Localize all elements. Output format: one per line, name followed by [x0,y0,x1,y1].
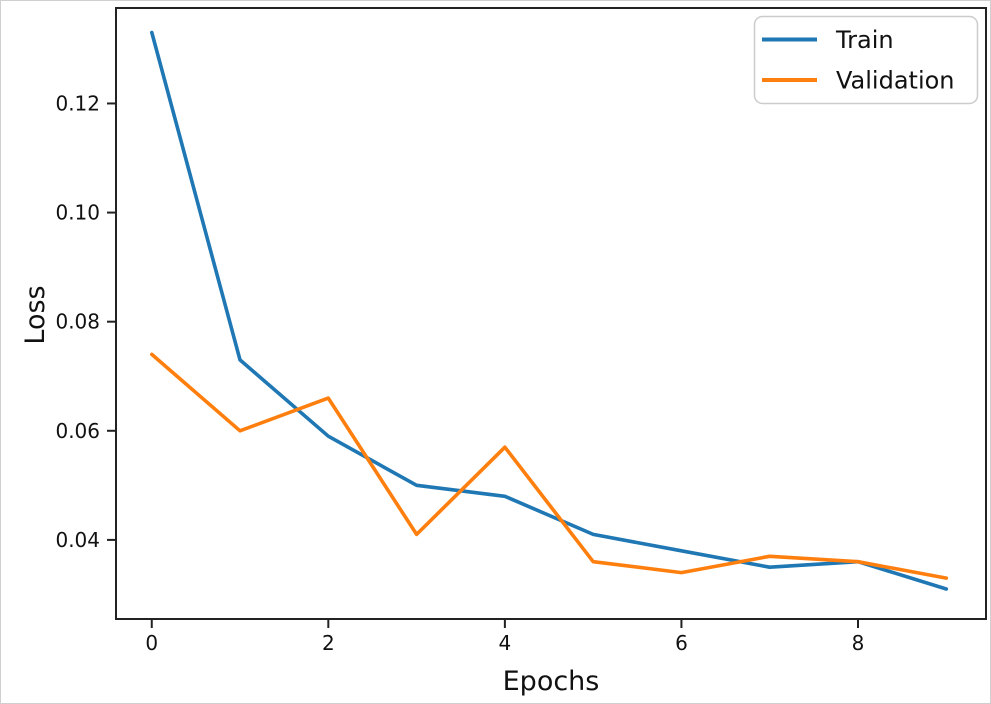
x-axis-label: Epochs [503,666,600,697]
x-tick-label: 4 [499,631,512,655]
validation-line [150,352,949,580]
legend: Train Validation [753,15,979,105]
y-tick-label: 0.06 [55,419,100,443]
y-tick-label: 0.10 [55,201,100,225]
x-tick-label: 6 [675,631,688,655]
train-line [150,30,949,591]
x-tick-label: 0 [145,631,158,655]
y-tick-label: 0.12 [55,91,100,115]
series-lines [150,30,949,591]
y-tick-label: 0.04 [55,528,100,552]
x-axis-ticks: 0 2 4 6 8 [145,619,864,655]
legend-validation-label: Validation [836,67,955,95]
y-tick-label: 0.08 [55,310,100,334]
legend-train-label: Train [835,26,894,54]
x-tick-label: 2 [322,631,335,655]
x-tick-label: 8 [852,631,865,655]
y-axis-ticks: 0.04 0.06 0.08 0.10 0.12 [55,91,116,552]
y-axis-label: Loss [20,285,51,344]
